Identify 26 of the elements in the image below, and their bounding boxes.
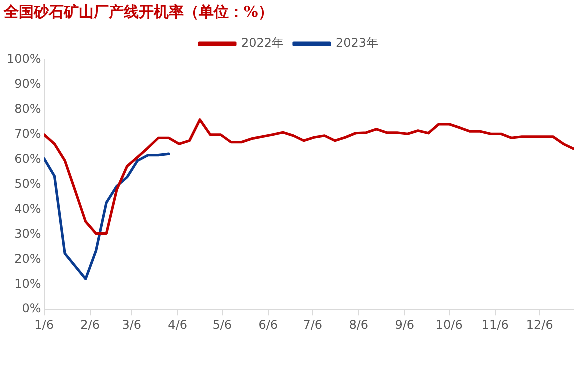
x-tick-label: 6/6 <box>258 318 278 332</box>
y-tick-label: 60% <box>14 152 42 166</box>
y-tick-label: 40% <box>14 202 42 216</box>
y-tick-label: 10% <box>14 276 42 291</box>
legend-label: 2023年 <box>336 36 379 50</box>
y-tick-label: 50% <box>14 176 42 191</box>
x-tick-label: 1/6 <box>34 318 54 332</box>
x-tick-label: 5/6 <box>212 318 232 332</box>
x-tick-label: 3/6 <box>122 318 142 332</box>
x-tick-label: 8/6 <box>349 318 369 332</box>
x-tick-label: 2/6 <box>80 318 100 332</box>
y-tick-label: 20% <box>14 252 42 266</box>
y-tick-label: 100% <box>6 52 42 66</box>
x-tick-label: 9/6 <box>395 318 415 332</box>
legend-label: 2022年 <box>241 36 284 50</box>
y-tick-label: 70% <box>14 127 42 142</box>
x-tick-label: 7/6 <box>303 318 323 332</box>
x-tick-label: 11/6 <box>482 318 509 332</box>
y-tick-label: 0% <box>22 302 42 316</box>
y-tick-label: 90% <box>14 77 42 92</box>
y-tick-label: 80% <box>14 102 42 116</box>
x-tick-label: 12/6 <box>526 318 554 332</box>
x-tick-label: 10/6 <box>436 318 463 332</box>
x-tick-label: 4/6 <box>168 318 188 332</box>
chart-title: 全国砂石矿山厂产线开机率（单位：%） <box>3 2 274 21</box>
y-tick-label: 30% <box>14 226 42 241</box>
